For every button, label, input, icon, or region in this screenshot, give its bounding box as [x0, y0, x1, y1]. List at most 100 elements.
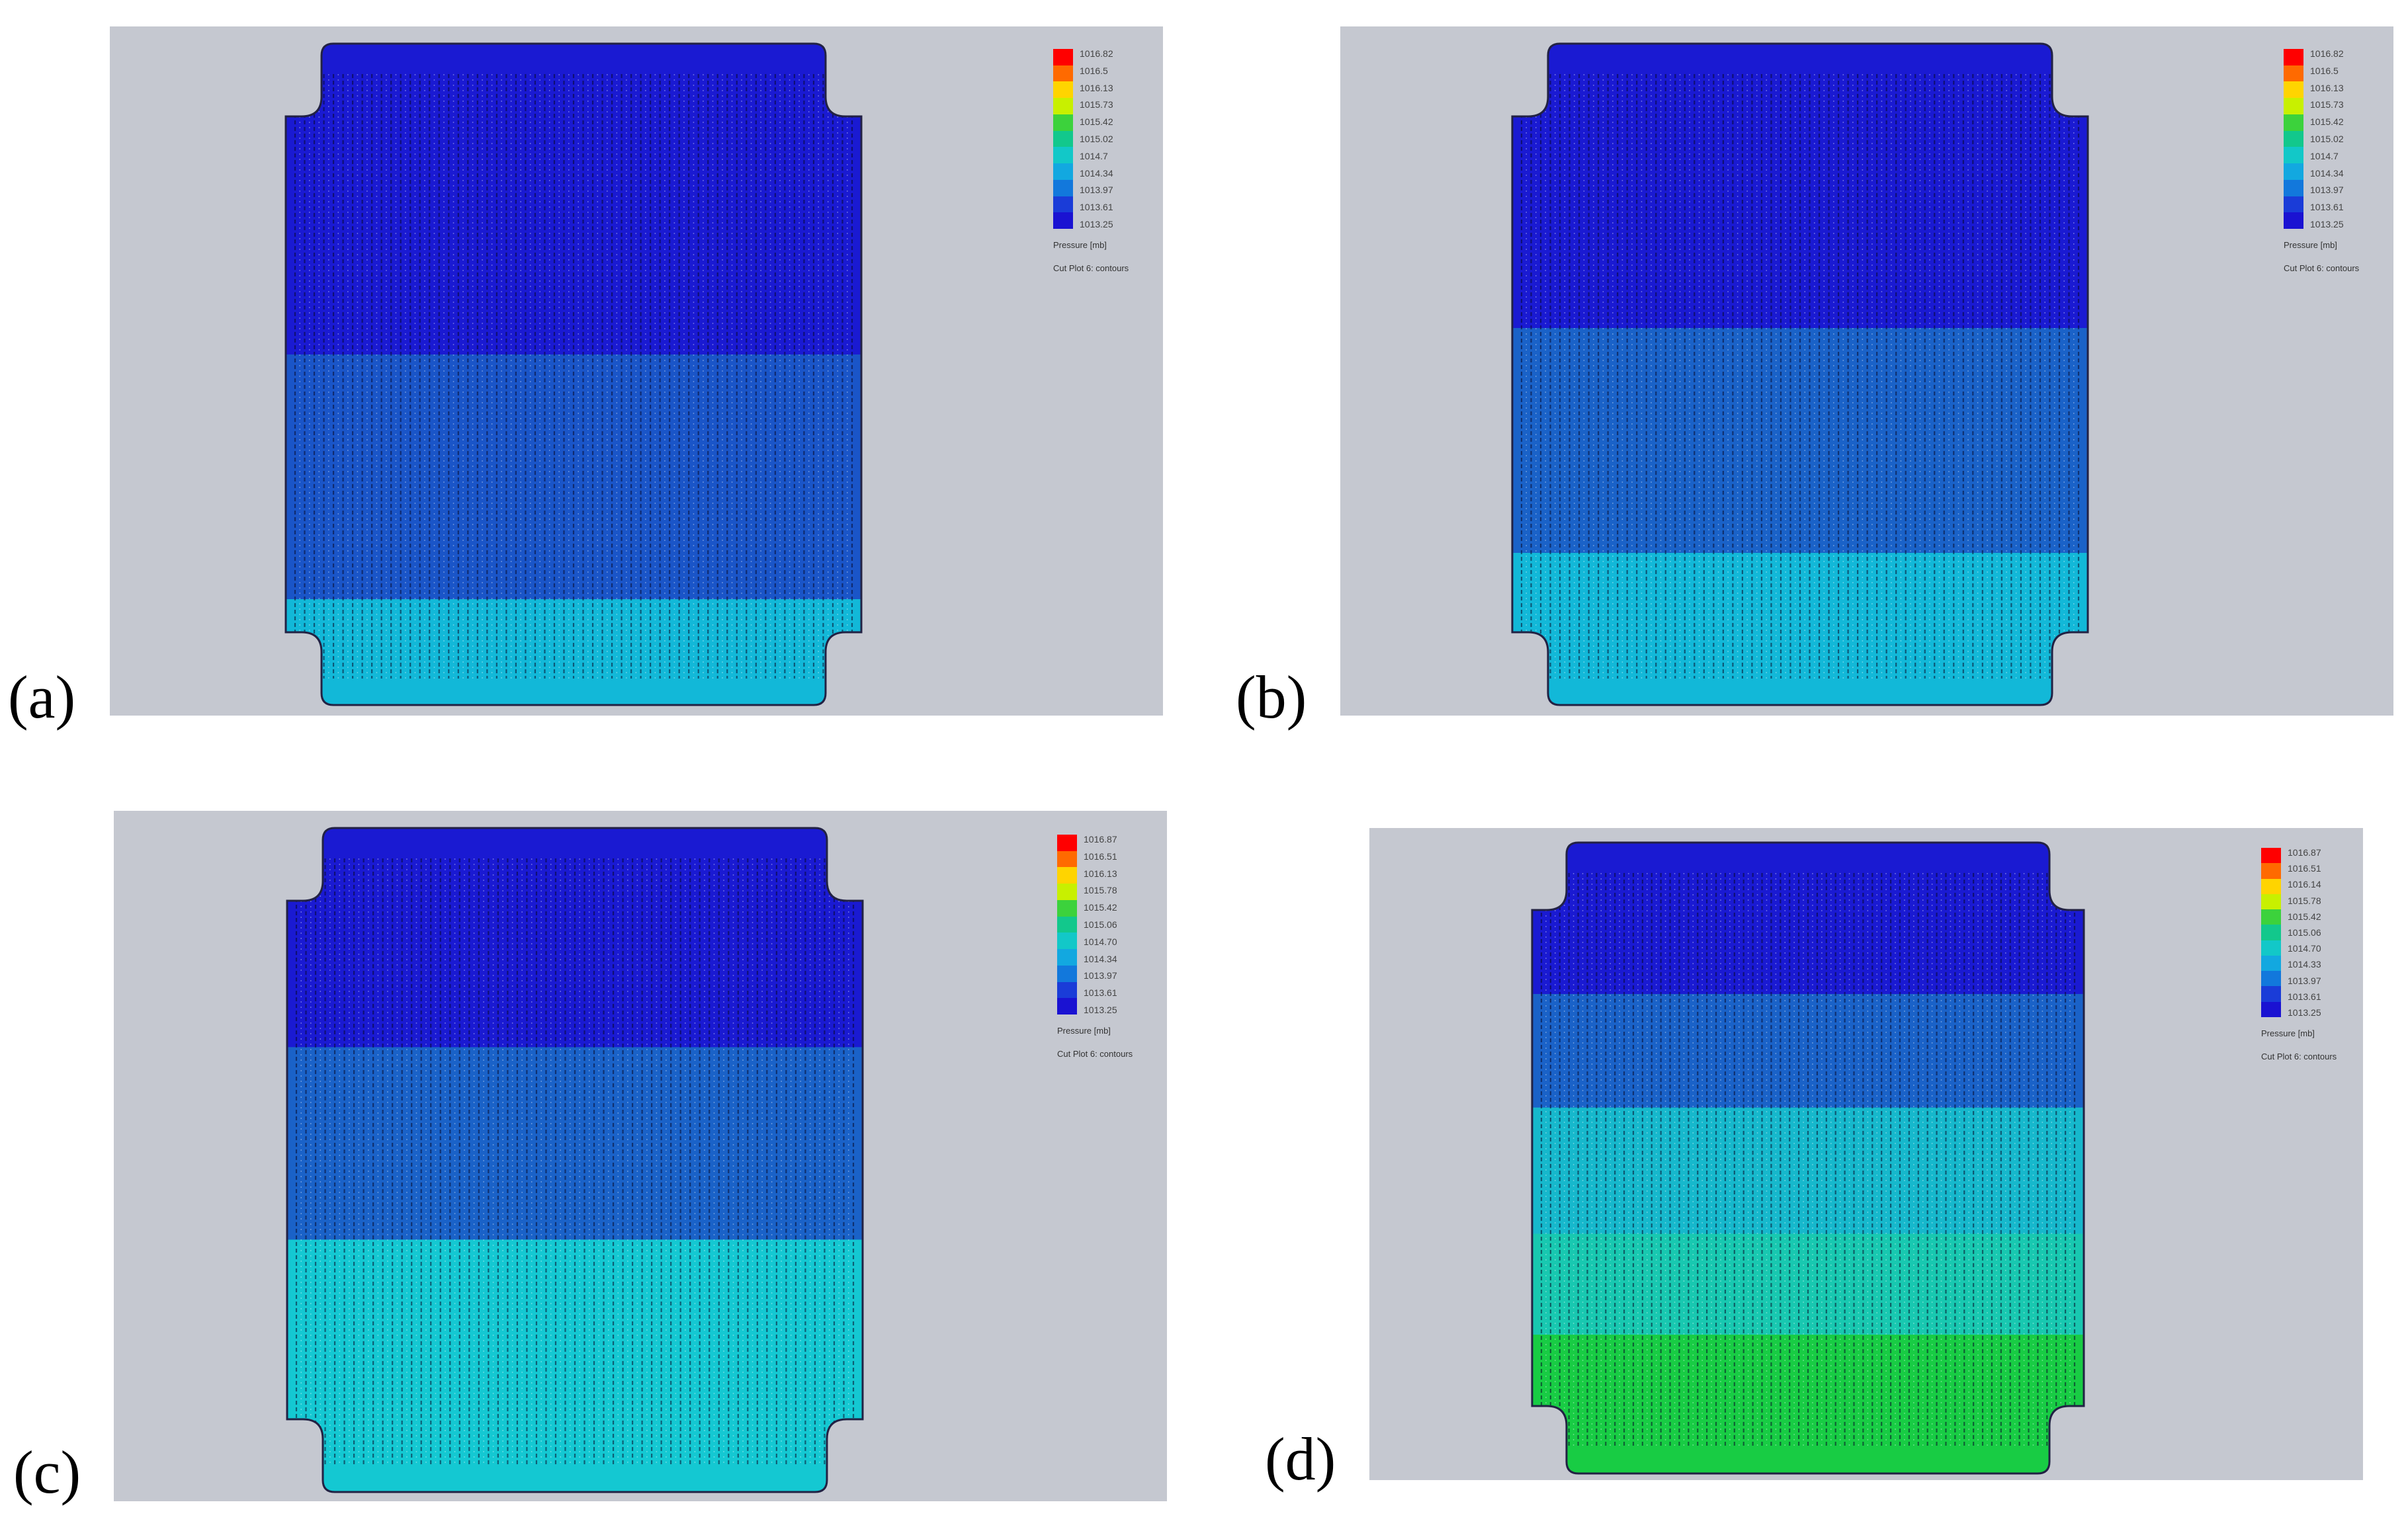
legend-tick: 1015.73 — [2310, 99, 2344, 110]
legend-swatch — [1057, 899, 1077, 917]
legend-tick: 1014.7 — [1080, 150, 1108, 161]
legend-tick: 1014.34 — [2310, 167, 2344, 179]
legend-tick: 1013.97 — [2310, 185, 2344, 196]
legend-swatch — [2261, 893, 2281, 910]
legend-tick: 1014.7 — [2310, 150, 2339, 161]
legend-tick: 1016.82 — [1080, 48, 1113, 59]
legend-swatch — [1057, 965, 1077, 982]
legend-swatch — [2261, 925, 2281, 940]
plate-c — [286, 827, 864, 1493]
legend-tick: 1015.06 — [1084, 919, 1117, 930]
legend-tick: 1015.42 — [1084, 902, 1117, 913]
legend-tick: 1016.51 — [2288, 863, 2321, 874]
legend-tick: 1013.25 — [2310, 218, 2344, 229]
legend-title: Pressure [mb] — [2284, 240, 2337, 250]
plate-outline — [1511, 42, 2089, 706]
legend-swatch — [1057, 998, 1077, 1015]
legend-swatch — [2284, 130, 2303, 147]
contour-plot-a: 1016.82 1016.5 1016.13 1015.73 1015.42 1… — [110, 26, 1163, 716]
legend-tick: 1015.06 — [2288, 927, 2321, 938]
plate-outline — [286, 827, 864, 1493]
legend-colorbar — [2284, 49, 2303, 229]
legend-swatch — [2261, 863, 2281, 879]
legend-tick: 1016.5 — [1080, 65, 1108, 76]
legend-tick: 1013.61 — [2288, 991, 2321, 1002]
legend-swatch — [1053, 147, 1073, 164]
legend-swatch — [1057, 884, 1077, 900]
legend-tick: 1013.97 — [1080, 185, 1113, 196]
pressure-band — [1532, 843, 2084, 995]
legend-swatch — [2261, 878, 2281, 894]
legend-tick: 1016.13 — [2310, 82, 2344, 93]
legend-tick: 1013.25 — [1084, 1004, 1117, 1015]
legend-tick: 1015.42 — [2288, 911, 2321, 922]
legend-swatch — [1057, 949, 1077, 966]
legend-swatch — [1057, 867, 1077, 884]
legend-swatch — [1053, 196, 1073, 213]
contour-plot-d: 1016.87 1016.51 1016.14 1015.78 1015.42 … — [1369, 828, 2363, 1480]
legend-tick: 1016.14 — [2288, 879, 2321, 890]
legend-swatch — [1057, 932, 1077, 950]
legend-swatch — [2284, 163, 2303, 180]
legend-tick: 1013.97 — [2288, 975, 2321, 986]
plate-b — [1511, 42, 2089, 706]
legend-swatch — [1053, 65, 1073, 82]
legend-tick: 1015.42 — [1080, 116, 1113, 128]
plate-outline — [284, 42, 863, 706]
legend-tick: 1016.13 — [1084, 868, 1117, 879]
legend-swatch — [2284, 147, 2303, 164]
plate-a — [284, 42, 863, 706]
legend-tick: 1015.02 — [1080, 133, 1113, 144]
legend-tick: 1016.87 — [1084, 834, 1117, 845]
legend-tick: 1015.73 — [1080, 99, 1113, 110]
panel-label-b: (b) — [1236, 663, 1307, 731]
legend-tick: 1013.25 — [1080, 218, 1113, 229]
legend-colorbar — [2261, 848, 2281, 1017]
plate-d — [1531, 841, 2085, 1475]
legend-tick: 1013.61 — [1084, 987, 1117, 999]
legend-swatch — [1053, 98, 1073, 114]
legend-swatch — [1053, 81, 1073, 99]
pressure-legend-c: 1016.87 1016.51 1016.13 1015.78 1015.42 … — [1057, 835, 1133, 1058]
legend-subtitle: Cut Plot 6: contours — [2261, 1052, 2337, 1061]
legend-tick: 1013.61 — [1080, 202, 1113, 213]
legend-tick: 1015.02 — [2310, 133, 2344, 144]
legend-swatch — [1057, 835, 1077, 851]
legend-swatch — [1053, 114, 1073, 131]
legend-colorbar — [1057, 835, 1077, 1015]
legend-swatch — [1057, 981, 1077, 999]
legend-swatch — [1053, 130, 1073, 147]
legend-swatch — [2261, 1001, 2281, 1017]
legend-swatch — [1053, 163, 1073, 180]
legend-swatch — [1053, 49, 1073, 65]
legend-colorbar — [1053, 49, 1073, 229]
legend-swatch — [2284, 212, 2303, 229]
legend-tick: 1016.82 — [2310, 48, 2344, 59]
legend-tick: 1014.34 — [1084, 953, 1117, 964]
legend-swatch — [1053, 179, 1073, 196]
legend-tick: 1014.70 — [1084, 936, 1117, 947]
plate-outline — [1531, 841, 2085, 1475]
contour-plot-c: 1016.87 1016.51 1016.13 1015.78 1015.42 … — [114, 811, 1167, 1501]
contour-plot-b: 1016.82 1016.5 1016.13 1015.73 1015.42 1… — [1340, 26, 2393, 716]
legend-tick: 1014.70 — [2288, 943, 2321, 954]
legend-swatch — [2261, 986, 2281, 1002]
legend-swatch — [2284, 65, 2303, 82]
legend-swatch — [2284, 81, 2303, 99]
legend-tick: 1014.33 — [2288, 959, 2321, 970]
legend-tick: 1015.78 — [2288, 895, 2321, 906]
legend-title: Pressure [mb] — [1057, 1026, 1111, 1036]
legend-swatch — [2261, 848, 2281, 864]
legend-tick: 1016.5 — [2310, 65, 2339, 76]
legend-tick: 1016.51 — [1084, 850, 1117, 862]
legend-swatch — [2284, 114, 2303, 131]
legend-swatch — [1053, 212, 1073, 229]
legend-swatch — [1057, 916, 1077, 933]
legend-swatch — [2261, 940, 2281, 956]
pressure-legend-a: 1016.82 1016.5 1016.13 1015.73 1015.42 1… — [1053, 49, 1129, 272]
pressure-legend-d: 1016.87 1016.51 1016.14 1015.78 1015.42 … — [2261, 848, 2337, 1061]
legend-tick: 1013.25 — [2288, 1007, 2321, 1018]
legend-subtitle: Cut Plot 6: contours — [1057, 1049, 1133, 1059]
pressure-band — [1512, 553, 2088, 705]
legend-tick: 1013.97 — [1084, 970, 1117, 981]
